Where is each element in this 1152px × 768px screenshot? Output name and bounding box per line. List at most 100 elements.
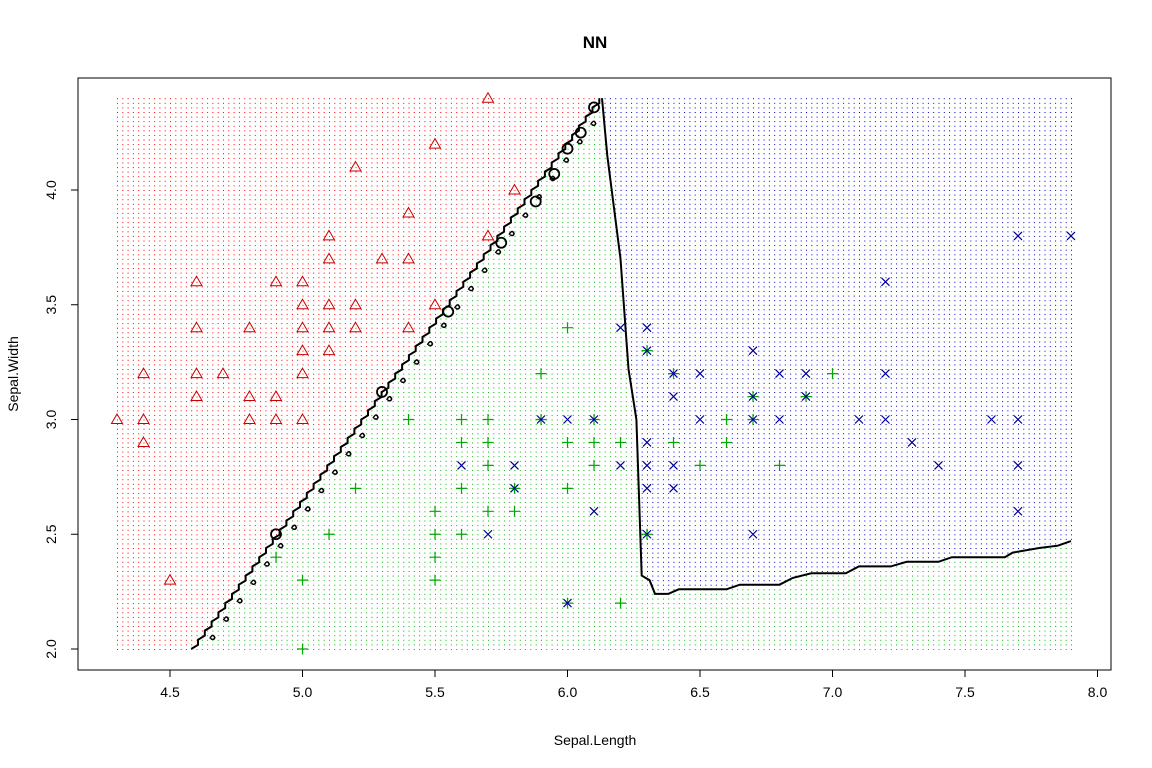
region-dot: [148, 167, 150, 169]
region-dot: [329, 626, 330, 627]
region-dot: [175, 162, 177, 164]
region-dot: [307, 460, 309, 462]
region-dot: [175, 543, 177, 545]
region-dot: [291, 616, 293, 618]
region-dot: [238, 217, 240, 219]
region-dot: [313, 382, 315, 384]
region-dot: [233, 102, 235, 104]
region-dot: [196, 254, 198, 256]
region-dot: [138, 148, 140, 150]
region-dot: [164, 249, 166, 251]
region-dot: [291, 190, 293, 191]
region-dot: [207, 295, 209, 297]
region-dot: [302, 199, 304, 201]
region-dot: [270, 511, 272, 513]
region-dot: [323, 157, 325, 159]
region-dot: [170, 199, 171, 201]
region-dot: [329, 405, 330, 407]
region-dot: [191, 548, 193, 549]
region-dot: [159, 323, 161, 325]
region-dot: [175, 134, 177, 136]
region-dot: [143, 199, 145, 201]
region-dot: [212, 548, 214, 549]
region-dot: [122, 327, 124, 329]
region-dot: [223, 635, 224, 637]
region-dot: [244, 350, 246, 352]
region-dot: [254, 222, 256, 224]
region-dot: [175, 185, 177, 187]
region-dot: [154, 552, 156, 554]
region-dot: [138, 534, 140, 536]
region-dot: [185, 612, 187, 614]
region-dot: [138, 433, 140, 435]
region-dot: [117, 373, 118, 375]
region-dot: [281, 456, 283, 458]
region-dot: [307, 153, 309, 155]
region-dot: [223, 277, 224, 279]
region-dot: [238, 630, 240, 632]
region-dot: [127, 313, 129, 315]
region-dot: [233, 185, 235, 187]
region-dot: [148, 424, 150, 426]
region-dot: [297, 295, 299, 297]
region-dot: [265, 607, 267, 609]
region-dot: [170, 405, 171, 407]
region-dot: [260, 561, 262, 563]
region-dot: [164, 134, 166, 136]
region-dot: [249, 635, 251, 637]
region-dot: [138, 171, 140, 173]
region-dot: [196, 534, 198, 536]
region-dot: [122, 451, 124, 453]
region-dot: [122, 171, 124, 173]
region-dot: [265, 414, 267, 416]
region-dot: [228, 534, 230, 536]
region-dot: [254, 566, 256, 568]
region-dot: [281, 428, 283, 430]
region-dot: [196, 387, 198, 389]
region-dot: [281, 212, 283, 214]
region-dot: [238, 447, 240, 448]
region-dot: [307, 185, 309, 187]
region-dot: [286, 355, 288, 357]
region-dot: [175, 525, 177, 527]
region-dot: [286, 621, 288, 623]
region-dot: [217, 419, 219, 421]
region-dot: [143, 162, 145, 164]
region-dot: [291, 323, 293, 325]
region-dot: [233, 401, 235, 403]
region-dot: [307, 231, 309, 233]
region-dot: [281, 479, 283, 481]
region-dot: [132, 479, 134, 481]
region-dot: [175, 171, 177, 173]
region-dot: [329, 437, 330, 439]
region-dot: [323, 208, 325, 210]
region-dot: [127, 286, 129, 288]
region-dot: [254, 112, 256, 113]
region-dot: [323, 511, 325, 513]
region-dot: [164, 199, 166, 201]
region-dot: [223, 593, 224, 595]
region-dot: [329, 616, 330, 618]
region-dot: [164, 341, 166, 343]
region-dot: [217, 359, 219, 361]
region-dot: [191, 492, 193, 494]
region-dot: [233, 621, 235, 623]
region-dot: [223, 194, 224, 196]
region-dot: [212, 497, 214, 499]
region-dot: [217, 212, 219, 214]
region-dot: [254, 515, 256, 517]
region-dot: [260, 428, 262, 430]
region-dot: [307, 148, 309, 150]
region-dot: [127, 630, 129, 632]
region-dot: [228, 125, 230, 127]
region-dot: [201, 626, 203, 627]
region-dot: [329, 639, 330, 641]
region-dot: [143, 121, 145, 123]
region-dot: [302, 401, 304, 403]
region-dot: [223, 456, 224, 458]
region-dot: [196, 419, 198, 421]
region-dot: [180, 313, 182, 315]
region-dot: [148, 451, 150, 453]
region-dot: [217, 336, 219, 338]
region-dot: [313, 414, 315, 416]
